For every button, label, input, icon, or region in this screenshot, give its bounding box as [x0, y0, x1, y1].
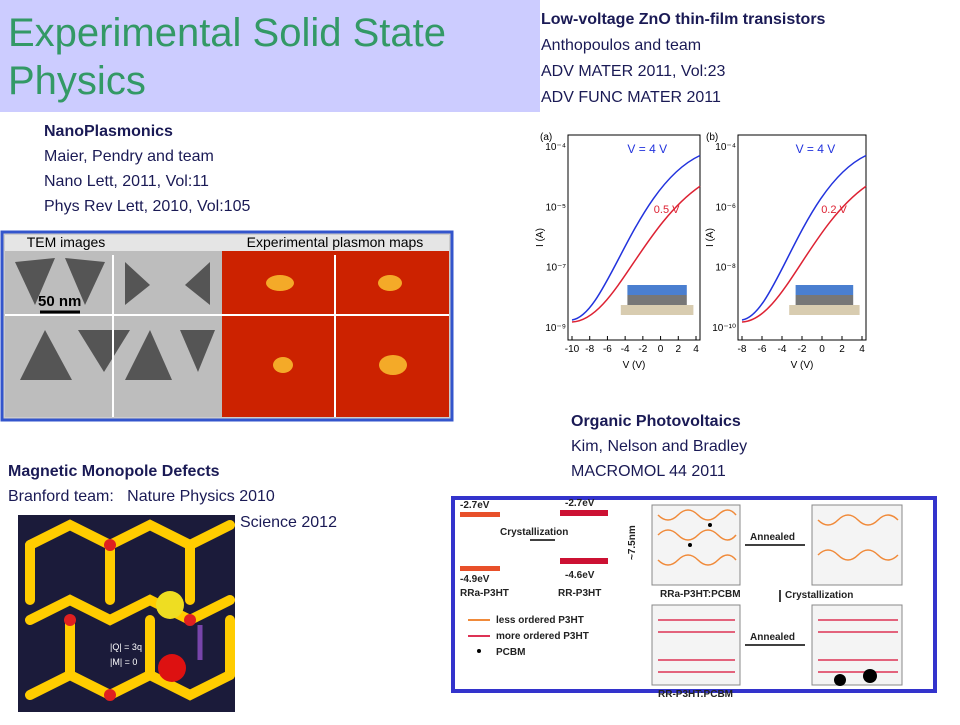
- section-heading: Low-voltage ZnO thin-film transistors: [541, 11, 826, 28]
- curve: [571, 154, 701, 321]
- x-tick-label: -8: [738, 344, 747, 355]
- slide-title: Experimental Solid State Physics: [8, 11, 446, 103]
- section-line: Maier, Pendry and team: [44, 148, 214, 165]
- panel-label: (b): [706, 132, 718, 143]
- section-line: Kim, Nelson and Bradley: [571, 438, 747, 455]
- y-tick-label: 10⁻⁴: [545, 142, 566, 153]
- device-inset: [627, 295, 687, 305]
- y-tick-label: 10⁻⁸: [715, 263, 736, 274]
- figure-label: RR-P3HT:PCBM: [658, 689, 733, 700]
- x-tick-label: 2: [676, 344, 682, 355]
- plasmon-figure: TEM images Experimental plasmon maps 50 …: [0, 230, 454, 422]
- figure-label: |M| = 0: [110, 657, 137, 667]
- device-inset: [795, 285, 854, 295]
- figure-label: Annealed: [750, 532, 795, 543]
- device-inset: [795, 295, 854, 305]
- curve: [741, 154, 867, 321]
- figure-label: -4.9eV: [460, 574, 490, 585]
- figure-label: -2.7eV: [565, 498, 595, 509]
- section-line: ADV FUNC MATER 2011: [541, 89, 721, 106]
- monopole-figure: |Q| = 3q |M| = 0: [18, 515, 235, 712]
- figure-label: RRa-P3HT: [460, 588, 509, 599]
- x-tick-label: -8: [585, 344, 594, 355]
- section-line: MACROMOL 44 2011: [571, 463, 726, 480]
- y-tick-label: 10⁻⁶: [715, 202, 736, 213]
- figure-label: -4.6eV: [565, 570, 595, 581]
- x-tick-label: -6: [758, 344, 767, 355]
- y-tick-label: 10⁻⁷: [546, 263, 566, 274]
- section-line: Phys Rev Lett, 2010, Vol:105: [44, 198, 250, 215]
- y-tick-label: 10⁻⁴: [715, 142, 736, 153]
- x-tick-label: -4: [778, 344, 787, 355]
- x-tick-label: 2: [839, 344, 845, 355]
- section-line: Anthopoulos and team: [541, 37, 701, 54]
- x-tick-label: -10: [565, 344, 580, 355]
- x-tick-label: 0: [819, 344, 825, 355]
- figure-label: Crystallization: [785, 590, 853, 601]
- figure-label: |Q| = 3q: [110, 642, 142, 652]
- x-tick-label: 4: [859, 344, 865, 355]
- x-tick-label: -6: [603, 344, 612, 355]
- figure-label: TEM images: [27, 234, 106, 250]
- title-box: [0, 0, 540, 112]
- x-tick-label: -2: [638, 344, 647, 355]
- curve-label: 0.5 V: [654, 204, 680, 216]
- legend-label: PCBM: [496, 647, 525, 658]
- axis-label: I (A): [705, 228, 716, 247]
- figure-label: RR-P3HT: [558, 588, 601, 599]
- axis-label: V (V): [791, 360, 814, 371]
- legend-label: more ordered P3HT: [496, 631, 589, 642]
- figure-label: Crystallization: [500, 527, 568, 538]
- legend-label: less ordered P3HT: [496, 615, 584, 626]
- section-heading: Organic Photovoltaics: [571, 413, 741, 430]
- y-tick-label: 10⁻⁵: [545, 202, 566, 213]
- axis-label: V (V): [623, 360, 646, 371]
- x-tick-label: 0: [658, 344, 664, 355]
- curve-label: V = 4 V: [627, 142, 667, 156]
- curve: [741, 185, 867, 323]
- opv-figure: -2.7eV -4.9eV -2.7eV -4.6eV Crystallizat…: [451, 496, 937, 700]
- section-line: Science 2012: [240, 514, 337, 531]
- x-tick-label: -2: [798, 344, 807, 355]
- curve-label: 0.2 V: [821, 204, 847, 216]
- section-line: ADV MATER 2011, Vol:23: [541, 63, 725, 80]
- section-heading: Magnetic Monopole Defects: [8, 463, 220, 480]
- section-line: Nano Lett, 2011, Vol:11: [44, 173, 209, 190]
- figure-label: Experimental plasmon maps: [247, 234, 424, 250]
- plot-frame: [567, 134, 701, 341]
- figure-label: ~7.5nm: [627, 525, 638, 560]
- y-tick-label: 10⁻¹⁰: [712, 323, 736, 334]
- curve-label: V = 4 V: [796, 142, 836, 156]
- panel-label: (a): [540, 132, 552, 143]
- curve: [571, 185, 701, 323]
- figure-label: -2.7eV: [460, 500, 490, 511]
- figure-label: RRa-P3HT:PCBM: [660, 589, 741, 600]
- transistor-figure: (a) (b) -10 -8 -6 -4 -2 0 2 410⁻⁴10⁻⁵10⁻⁷10⁻⁹V …: [535, 132, 867, 371]
- figure-label: Annealed: [750, 632, 795, 643]
- x-tick-label: 4: [693, 344, 699, 355]
- section-line: Branford team: Nature Physics 2010: [8, 488, 275, 505]
- device-inset: [620, 305, 694, 315]
- device-inset: [627, 285, 687, 295]
- x-tick-label: -4: [621, 344, 630, 355]
- section-heading: NanoPlasmonics: [44, 123, 173, 140]
- axis-label: I (A): [535, 228, 546, 247]
- figure-label: 50 nm: [38, 293, 81, 310]
- device-inset: [789, 305, 860, 315]
- y-tick-label: 10⁻⁹: [545, 323, 566, 334]
